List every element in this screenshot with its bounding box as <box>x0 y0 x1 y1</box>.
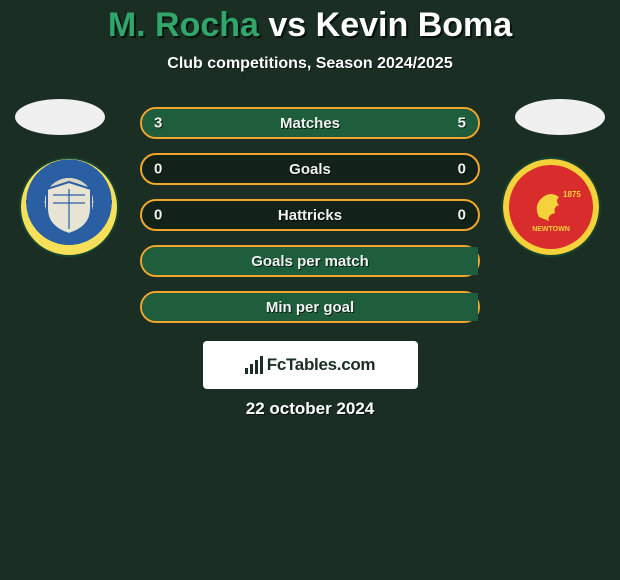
content-area: 1875 NEWTOWN 3 5 Matches 0 0 Goals 0 0 Hattricks… <box>0 107 620 419</box>
player2-avatar <box>515 99 605 135</box>
crest-year: 1875 <box>563 190 581 199</box>
stat-value-left: 0 <box>154 161 162 178</box>
stat-value-right: 5 <box>458 115 466 132</box>
logo-text: FcTables.com <box>267 355 376 375</box>
player1-avatar <box>15 99 105 135</box>
stat-label: Goals <box>289 161 331 178</box>
stat-label: Hattricks <box>278 207 342 224</box>
stat-bar: Goals per match <box>140 245 480 277</box>
stat-label: Matches <box>280 115 340 132</box>
player2-club-crest: 1875 NEWTOWN <box>501 157 601 257</box>
stat-value-left: 0 <box>154 207 162 224</box>
player1-name: M. Rocha <box>108 6 259 44</box>
crest-town: NEWTOWN <box>532 226 570 233</box>
stat-value-right: 0 <box>458 161 466 178</box>
dragon-icon: 1875 NEWTOWN <box>521 177 581 237</box>
stat-label: Goals per match <box>251 253 369 270</box>
stat-bar: 0 0 Goals <box>140 153 480 185</box>
stat-value-right: 0 <box>458 207 466 224</box>
subtitle: Club competitions, Season 2024/2025 <box>0 55 620 73</box>
vs-label: vs <box>268 6 306 44</box>
stats-bars: 3 5 Matches 0 0 Goals 0 0 Hattricks Goals per mat… <box>140 107 480 323</box>
stat-bar: Min per goal <box>140 291 480 323</box>
stat-bar: 0 0 Hattricks <box>140 199 480 231</box>
stat-bar: 3 5 Matches <box>140 107 480 139</box>
player2-name: Kevin Boma <box>316 6 513 44</box>
bar-chart-icon <box>245 356 263 374</box>
shield-icon <box>39 177 99 237</box>
stat-value-left: 3 <box>154 115 162 132</box>
player1-club-crest <box>19 157 119 257</box>
comparison-card: M. Rocha vs Kevin Boma Club competitions… <box>0 0 620 419</box>
date-label: 22 october 2024 <box>0 399 620 419</box>
page-title: M. Rocha vs Kevin Boma <box>0 6 620 45</box>
stat-label: Min per goal <box>266 299 354 316</box>
fctables-logo[interactable]: FcTables.com <box>203 341 418 389</box>
